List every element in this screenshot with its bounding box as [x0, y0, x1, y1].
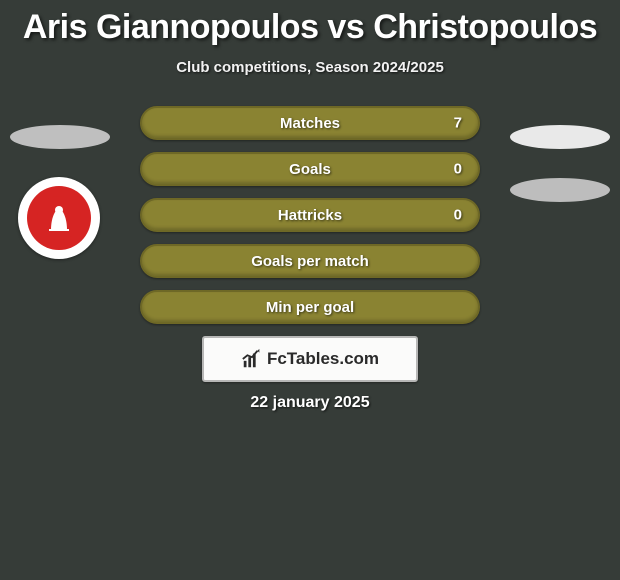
stat-label: Matches [280, 115, 340, 132]
stat-label: Min per goal [266, 299, 354, 316]
brand-text: FcTables.com [267, 349, 379, 369]
club-badge [18, 177, 100, 259]
stat-label: Goals [289, 161, 331, 178]
club-badge-inner [27, 186, 91, 250]
stat-row-goals: Goals 0 [140, 152, 480, 186]
page-title: Aris Giannopoulos vs Christopoulos [0, 0, 620, 47]
stat-row-hattricks: Hattricks 0 [140, 198, 480, 232]
player-right-oval-1 [510, 125, 610, 149]
stat-row-goals-per-match: Goals per match [140, 244, 480, 278]
stat-value: 0 [454, 207, 462, 224]
snapshot-date: 22 january 2025 [0, 394, 620, 412]
player-left-oval [10, 125, 110, 149]
season-subtitle: Club competitions, Season 2024/2025 [0, 59, 620, 76]
stat-value: 7 [454, 115, 462, 132]
stats-panel: Matches 7 Goals 0 Hattricks 0 Goals per … [140, 106, 480, 324]
stat-row-matches: Matches 7 [140, 106, 480, 140]
stat-label: Goals per match [251, 253, 369, 270]
stat-label: Hattricks [278, 207, 342, 224]
player-right-oval-2 [510, 178, 610, 202]
stat-row-min-per-goal: Min per goal [140, 290, 480, 324]
stat-value: 0 [454, 161, 462, 178]
club-crest-icon [37, 196, 81, 240]
chart-icon [241, 348, 263, 370]
brand-card: FcTables.com [202, 336, 418, 382]
